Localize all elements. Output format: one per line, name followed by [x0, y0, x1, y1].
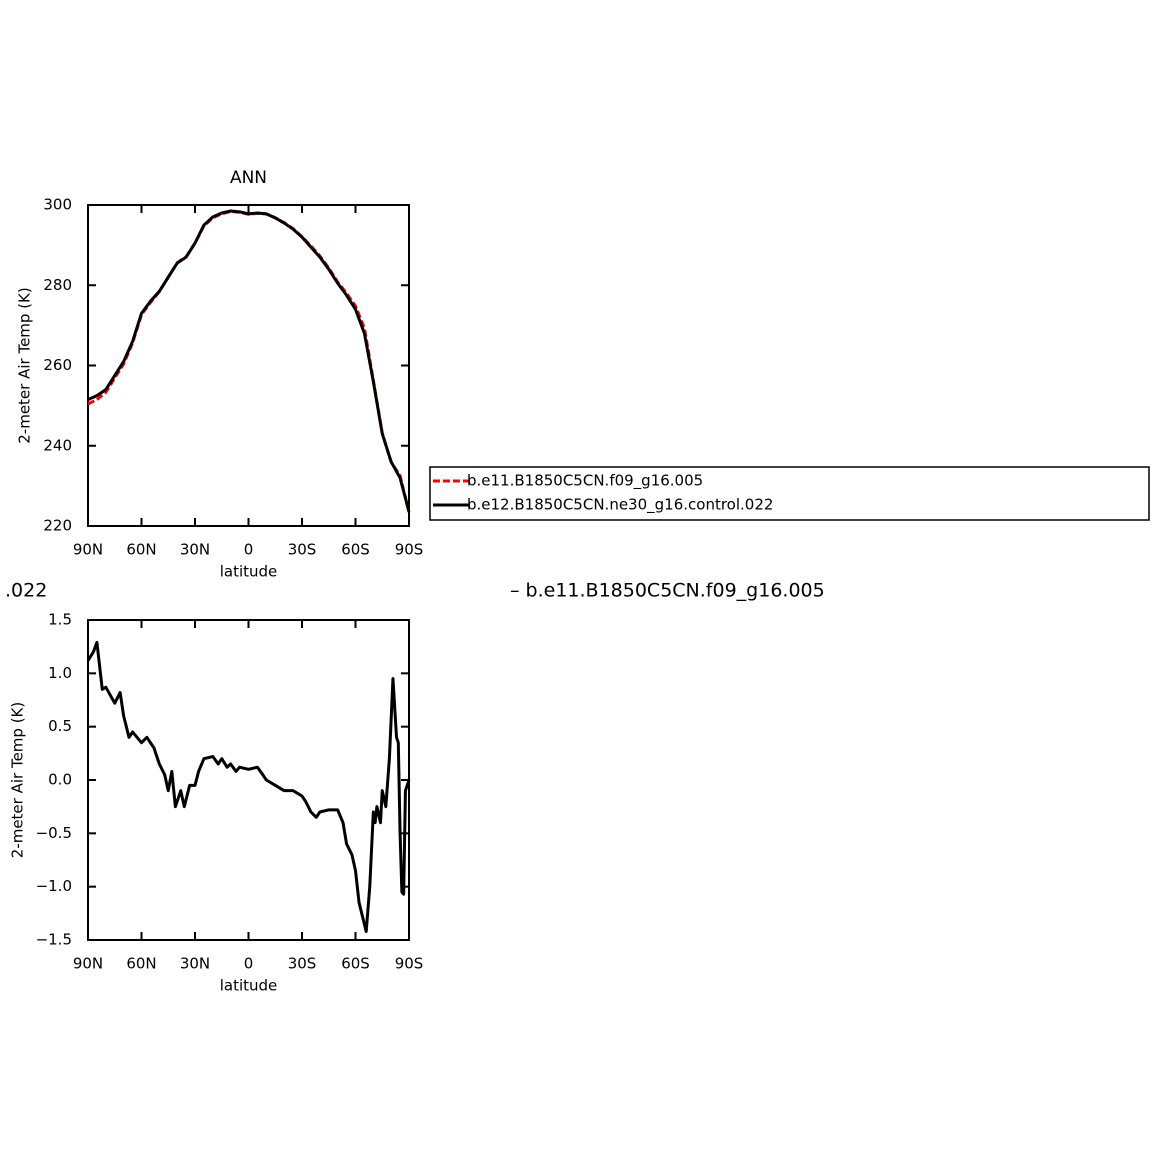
legend-label: b.e12.B1850C5CN.ne30_g16.control.022 [467, 496, 773, 515]
y-tick-label: 1.0 [48, 664, 72, 682]
title-fragment: .022 [5, 580, 47, 602]
x-tick-label: 90S [395, 955, 424, 973]
y-tick-label: −1.5 [36, 931, 72, 949]
y-tick-label: 260 [43, 356, 72, 374]
series-line [87, 209, 411, 513]
x-tick-label: 30S [288, 955, 317, 973]
legend-label: b.e11.B1850C5CN.f09_g16.005 [467, 472, 703, 491]
x-tick-label: 60S [341, 541, 370, 559]
y-tick-label: 0.5 [48, 717, 72, 735]
y-tick-label: 220 [43, 517, 72, 535]
plot-frame [87, 619, 410, 941]
x-tick-label: 30N [180, 955, 210, 973]
y-tick-label: −0.5 [36, 824, 72, 842]
x-tick-label: 60N [126, 541, 156, 559]
title-fragment: – b.e11.B1850C5CN.f09_g16.005 [510, 580, 825, 602]
y-tick-label: 1.5 [48, 611, 72, 629]
y-tick-label: −1.0 [36, 877, 72, 895]
y-axis-label: 2-meter Air Temp (K) [16, 287, 34, 444]
y-tick-label: 0.0 [48, 771, 72, 789]
x-tick-label: 0 [244, 955, 254, 973]
x-tick-label: 60S [341, 955, 370, 973]
x-tick-label: 60N [126, 955, 156, 973]
y-axis-label: 2-meter Air Temp (K) [9, 702, 27, 859]
series-line [87, 209, 411, 513]
x-tick-label: 90S [395, 541, 424, 559]
x-tick-label: 30S [288, 541, 317, 559]
x-tick-label: 90N [73, 541, 103, 559]
x-axis-label: latitude [220, 977, 278, 995]
legend-box [429, 466, 1150, 521]
chart-title: ANN [230, 168, 267, 188]
plot-frame [87, 204, 410, 527]
y-tick-label: 240 [43, 436, 72, 454]
y-tick-label: 280 [43, 276, 72, 294]
x-tick-label: 30N [180, 541, 210, 559]
x-axis-label: latitude [220, 563, 278, 581]
series-line [86, 640, 411, 933]
y-tick-label: 300 [43, 196, 72, 214]
x-tick-label: 0 [244, 541, 254, 559]
x-tick-label: 90N [73, 955, 103, 973]
